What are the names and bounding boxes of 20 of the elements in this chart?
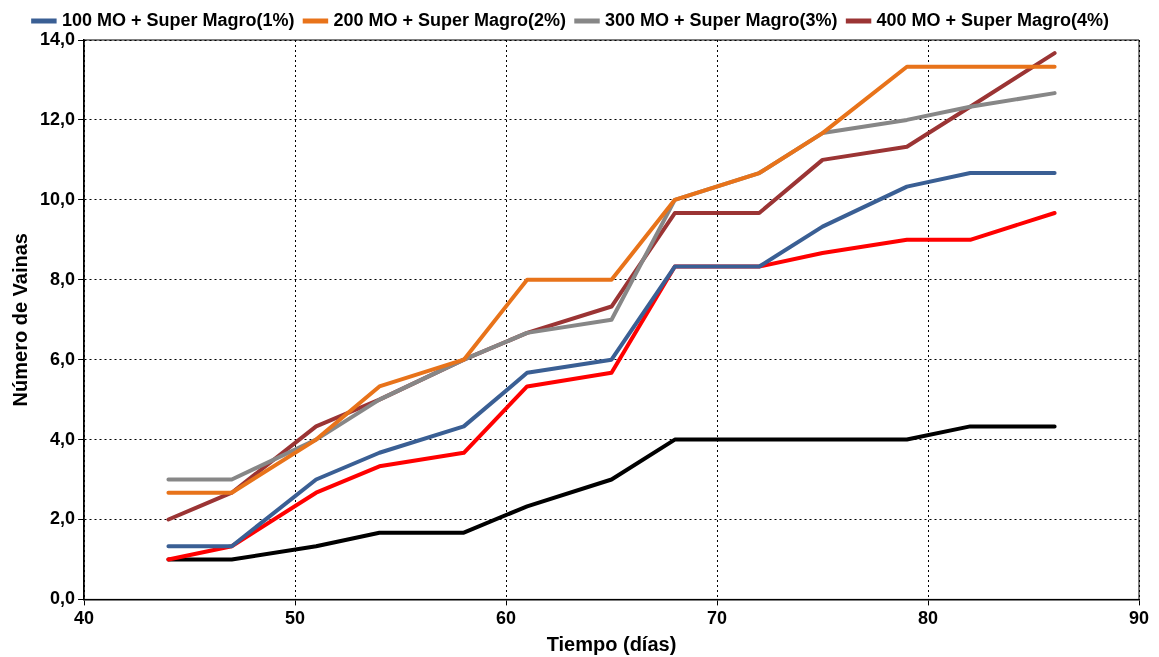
- y-tick-label: 14,0: [39, 28, 76, 49]
- y-tick-label: 8,0: [50, 268, 76, 289]
- x-axis-title: Tiempo (días): [546, 632, 677, 655]
- x-tick-label: 40: [74, 608, 95, 629]
- legend-label: 100 MO + Super Magro(1%): [61, 9, 295, 30]
- x-tick-label: 60: [496, 608, 517, 629]
- x-tick-label: 70: [707, 608, 728, 629]
- x-tick-label: 90: [1128, 608, 1150, 629]
- y-tick-label: 10,0: [39, 188, 76, 209]
- x-tick-label: 80: [917, 608, 939, 629]
- y-tick-label: 0,0: [50, 588, 76, 609]
- legend-label: 200 MO + Super Magro(2%): [333, 9, 567, 30]
- y-tick-label: 4,0: [50, 428, 76, 449]
- legend-label: 300 MO + Super Magro(3%): [605, 9, 838, 30]
- y-tick-label: 6,0: [50, 348, 76, 369]
- y-tick-label: 12,0: [39, 108, 76, 129]
- x-tick-label: 50: [285, 608, 306, 629]
- y-tick-label: 2,0: [50, 508, 76, 529]
- y-axis-title: Número de Vainas: [8, 233, 31, 407]
- legend-label: 400 MO + Super Magro(4%): [876, 9, 1110, 30]
